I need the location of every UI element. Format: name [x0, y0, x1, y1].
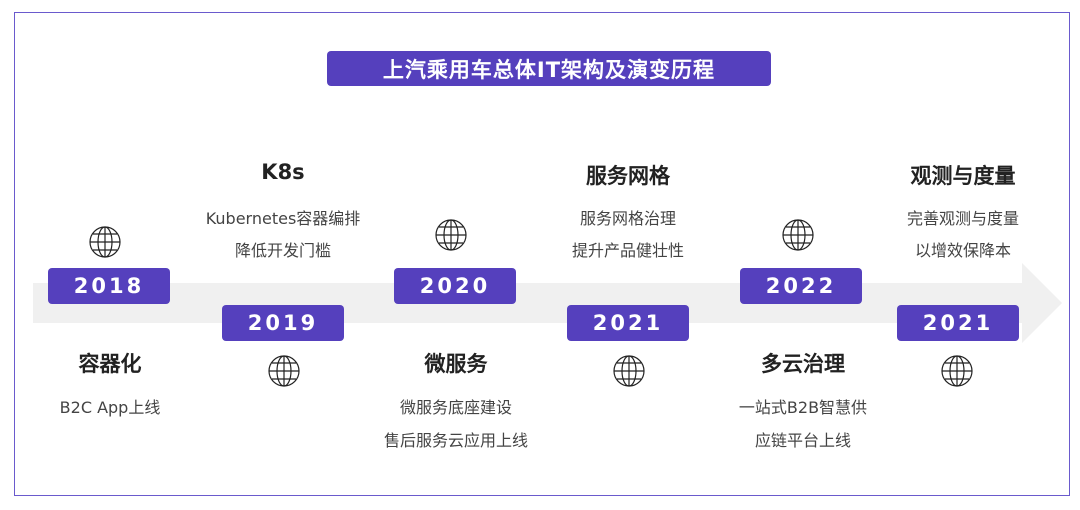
milestone-line: 一站式B2B智慧供 [738, 398, 868, 417]
globe-icon [782, 219, 814, 251]
globe-icon [435, 219, 467, 251]
milestone-title: 容器化 [78, 352, 142, 376]
globe-icon [89, 226, 121, 258]
frame-border [14, 12, 1070, 496]
globe-icon [613, 355, 645, 387]
timeline-arrow-head [1022, 263, 1062, 343]
year-badge: 2022 [740, 268, 862, 304]
globe-icon [941, 355, 973, 387]
timeline-arrow-band [33, 283, 1023, 323]
milestone-line: 应链平台上线 [754, 431, 851, 450]
year-badge: 2021 [567, 305, 689, 341]
milestone-line: 提升产品健壮性 [571, 241, 684, 260]
milestone-line: Kubernetes容器编排 [205, 209, 361, 228]
milestone-line: B2C App上线 [59, 398, 161, 417]
year-badge: 2020 [394, 268, 516, 304]
milestone-line: 售后服务云应用上线 [383, 431, 528, 450]
milestone-title: K8s [261, 160, 305, 184]
milestone-line: 服务网格治理 [579, 209, 676, 228]
milestone-line: 以增效保降本 [914, 241, 1011, 260]
milestone-line: 微服务底座建设 [399, 398, 512, 417]
milestone-title: 观测与度量 [910, 164, 1016, 188]
milestone-title: 微服务 [424, 352, 488, 376]
milestone-line: 降低开发门槛 [234, 241, 331, 260]
milestone-title: 服务网格 [586, 164, 670, 188]
year-badge: 2021 [897, 305, 1019, 341]
milestone-line: 完善观测与度量 [906, 209, 1019, 228]
milestone-title: 多云治理 [761, 352, 845, 376]
page-title: 上汽乘用车总体IT架构及演变历程 [327, 51, 771, 86]
year-badge: 2019 [222, 305, 344, 341]
year-badge: 2018 [48, 268, 170, 304]
globe-icon [268, 355, 300, 387]
